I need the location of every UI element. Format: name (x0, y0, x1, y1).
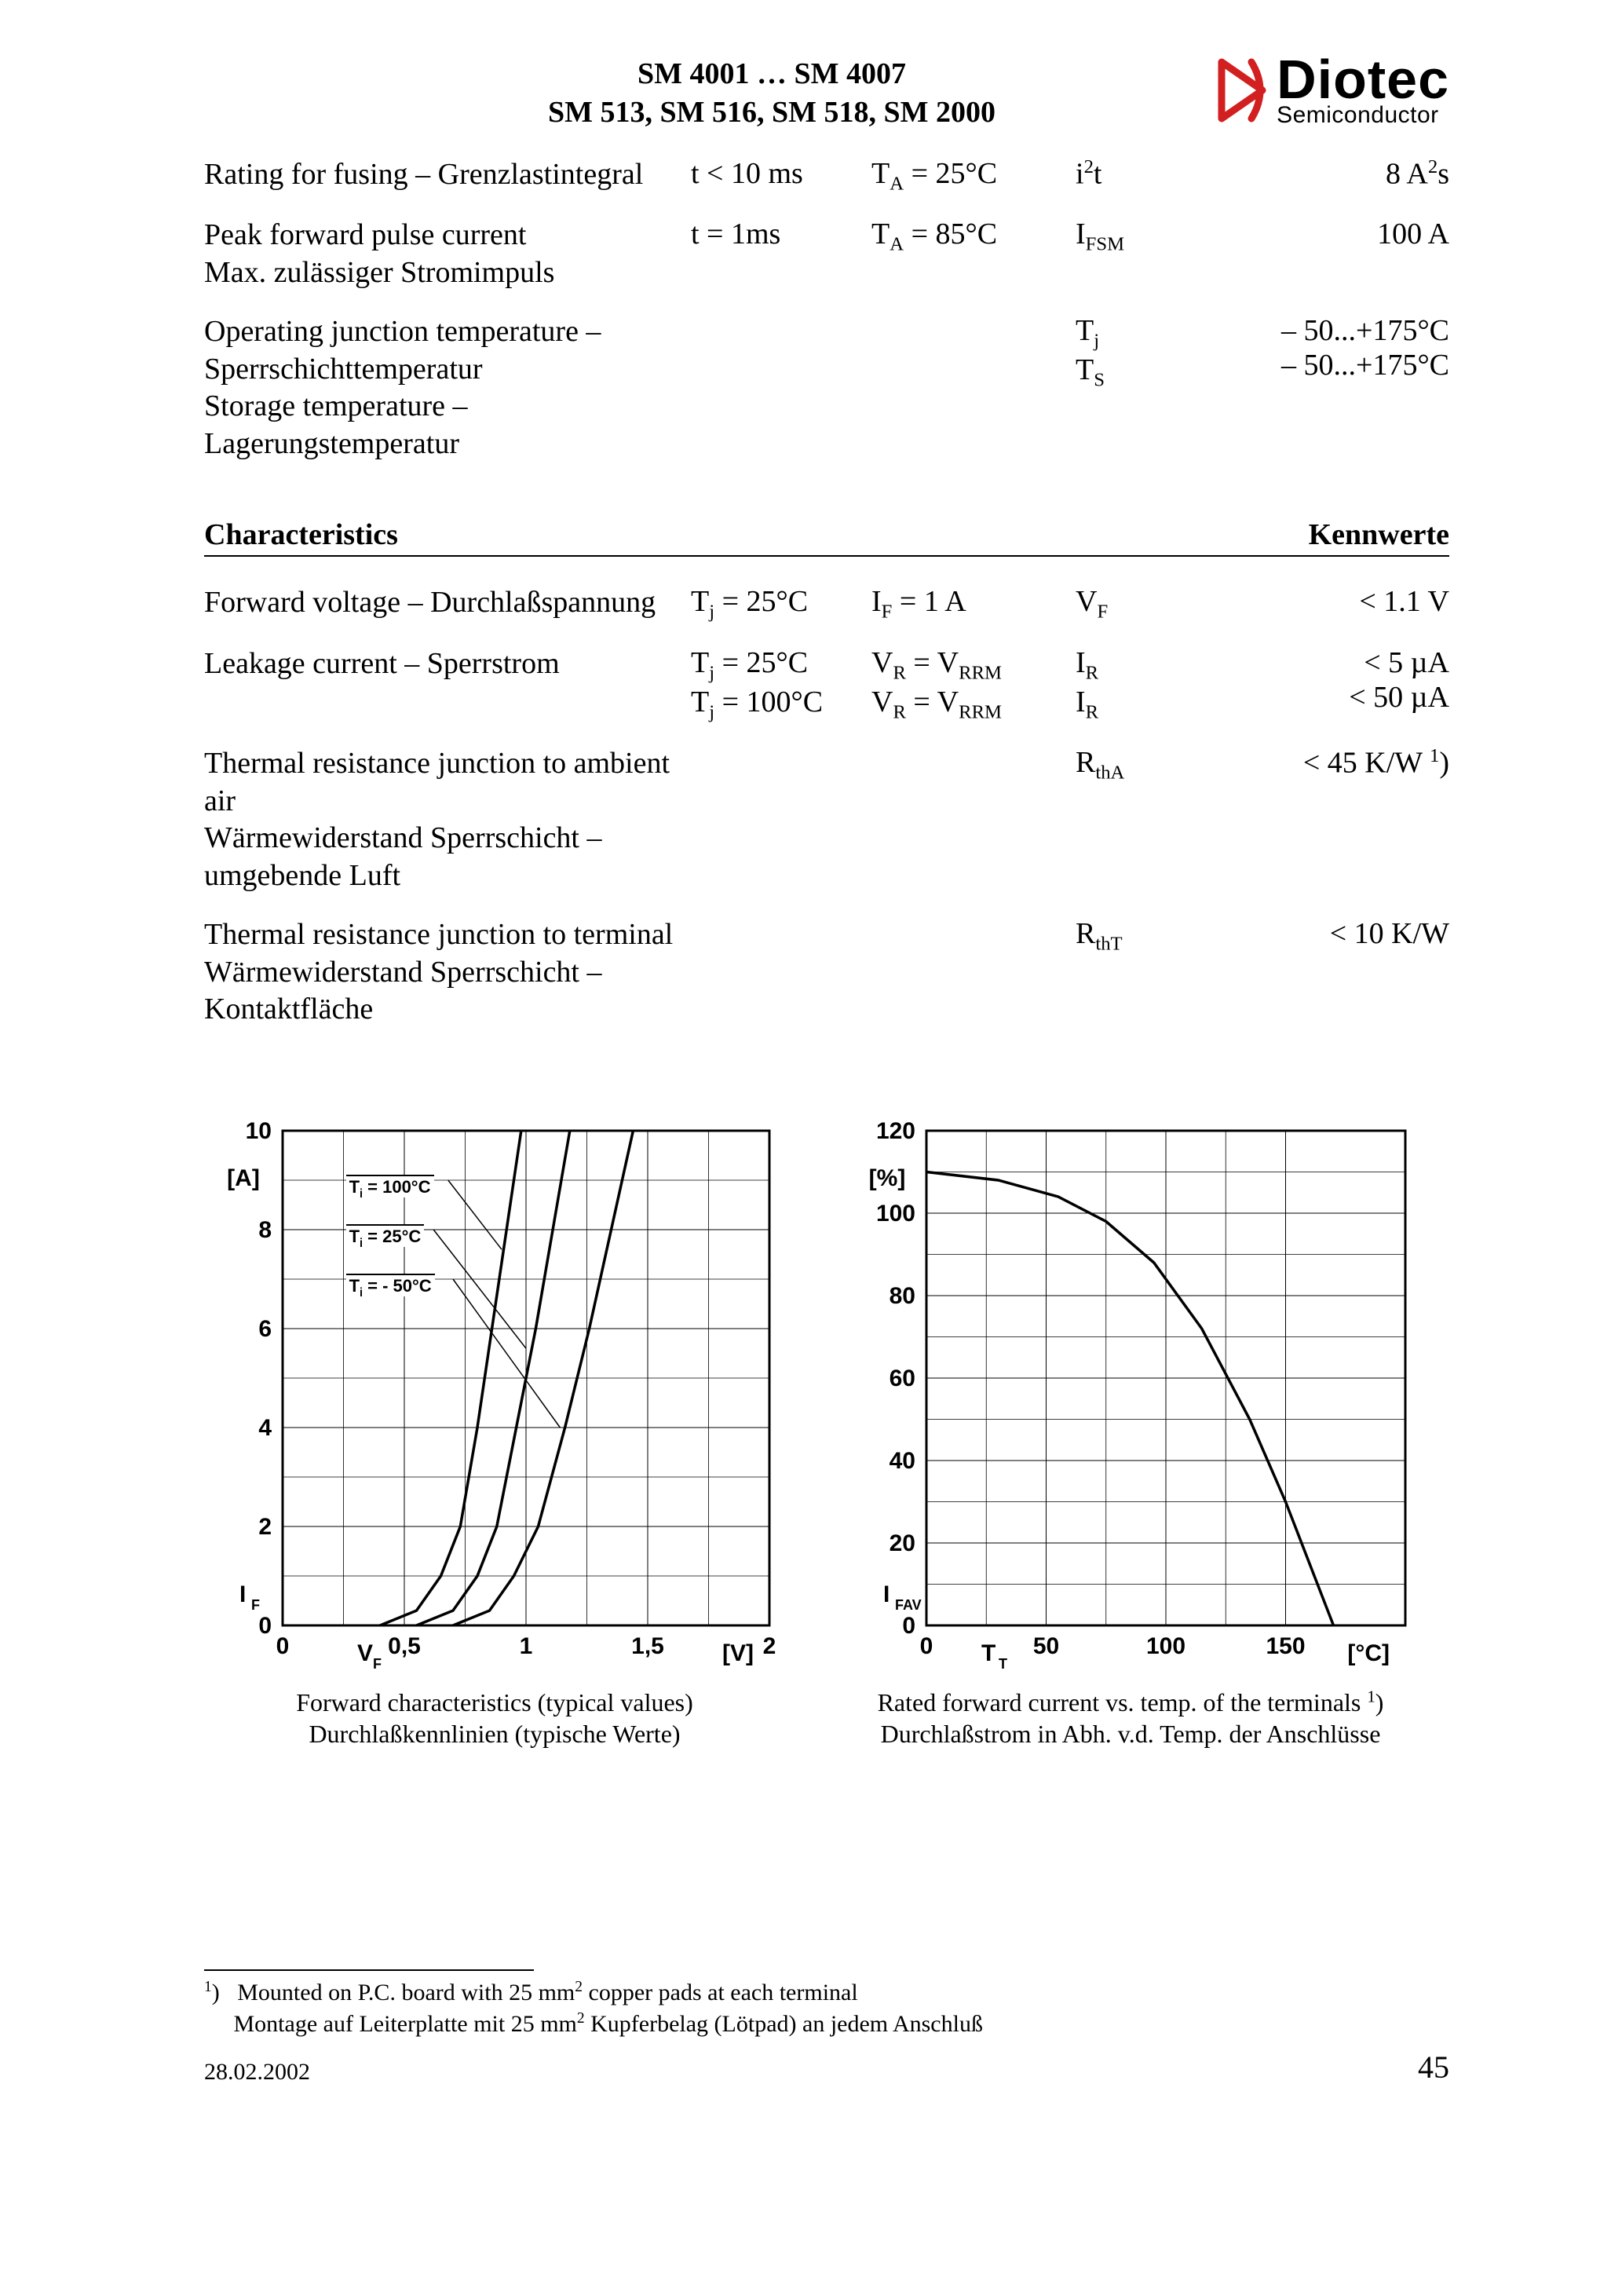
footnote: 1) Mounted on P.C. board with 25 mm2 cop… (204, 1977, 1449, 2041)
svg-text:F: F (251, 1597, 260, 1613)
title-line-1: SM 4001 … SM 4007 (330, 55, 1214, 93)
rated-current-vs-temp-chart: 0 50 100 150 0 20 40 60 80 100 120 [%] I FAV TT [°C] Ra… (840, 1115, 1421, 1749)
table-row: Peak forward pulse currentMax. zulässige… (204, 217, 1449, 291)
chart2-caption: Rated forward current vs. temp. of the t… (840, 1687, 1421, 1749)
svg-text:6: 6 (258, 1316, 272, 1342)
diotec-mark-icon (1214, 56, 1270, 125)
svg-text:0,5: 0,5 (388, 1633, 421, 1659)
svg-text:60: 60 (890, 1366, 915, 1391)
svg-text:I: I (239, 1581, 246, 1607)
svg-text:T: T (999, 1656, 1007, 1672)
svg-text:I: I (883, 1581, 890, 1607)
svg-text:V: V (357, 1640, 373, 1666)
page-header: SM 4001 … SM 4007 SM 513, SM 516, SM 518… (204, 55, 1449, 133)
svg-text:100: 100 (1146, 1633, 1185, 1659)
page-footer: 28.02.2002 45 (204, 2049, 1449, 2086)
svg-text:[%]: [%] (869, 1165, 906, 1191)
svg-text:[V]: [V] (722, 1640, 754, 1666)
svg-text:0: 0 (276, 1633, 290, 1659)
svg-text:150: 150 (1266, 1633, 1305, 1659)
svg-text:0: 0 (920, 1633, 933, 1659)
svg-text:[°C]: [°C] (1347, 1640, 1390, 1666)
section-heading: Characteristics Kennwerte (204, 517, 1449, 557)
svg-text:2: 2 (763, 1633, 776, 1659)
svg-text:8: 8 (258, 1217, 272, 1243)
footer-page: 45 (1418, 2049, 1449, 2086)
svg-text:2: 2 (258, 1514, 272, 1540)
characteristics-table: Forward voltage – DurchlaßspannungTj = 2… (204, 584, 1449, 1028)
svg-text:20: 20 (890, 1530, 915, 1556)
charts-row: 00,511,520246810[A]IFVF[V]Tj = 100°CTj =… (204, 1115, 1449, 1749)
header-titles: SM 4001 … SM 4007 SM 513, SM 516, SM 518… (204, 55, 1214, 133)
svg-text:F: F (373, 1656, 382, 1672)
svg-text:100: 100 (876, 1201, 915, 1227)
svg-text:0: 0 (258, 1613, 272, 1639)
svg-text:80: 80 (890, 1283, 915, 1309)
chart1-caption: Forward characteristics (typical values)… (204, 1687, 785, 1749)
table-row: Rating for fusing – Grenzlastintegralt <… (204, 156, 1449, 196)
forward-characteristics-chart: 00,511,520246810[A]IFVF[V]Tj = 100°CTj =… (204, 1115, 785, 1749)
svg-text:0: 0 (902, 1613, 915, 1639)
svg-text:10: 10 (246, 1118, 272, 1144)
chart1-svg: 00,511,520246810[A]IFVF[V]Tj = 100°CTj =… (204, 1115, 785, 1680)
svg-text:FAV: FAV (895, 1597, 922, 1613)
footer-date: 28.02.2002 (204, 2059, 310, 2086)
svg-text:T: T (981, 1640, 995, 1666)
logo-text: Diotec (1277, 55, 1449, 104)
table-row: Leakage current – SperrstromTj = 25°CTj … (204, 645, 1449, 723)
table-row: Thermal resistance junction to ambient a… (204, 745, 1449, 894)
title-line-2: SM 513, SM 516, SM 518, SM 2000 (330, 93, 1214, 132)
svg-text:1: 1 (520, 1633, 533, 1659)
chart2-svg: 0 50 100 150 0 20 40 60 80 100 120 [%] I FAV TT [°C] (840, 1115, 1421, 1680)
svg-text:4: 4 (258, 1415, 272, 1441)
ratings-table: Rating for fusing – Grenzlastintegralt <… (204, 156, 1449, 463)
svg-text:40: 40 (890, 1448, 915, 1474)
table-row: Thermal resistance junction to terminalW… (204, 916, 1449, 1029)
logo: Diotec Semiconductor (1214, 55, 1449, 126)
svg-text:[A]: [A] (227, 1165, 260, 1191)
section-right: Kennwerte (1309, 517, 1449, 552)
svg-text:120: 120 (876, 1118, 915, 1144)
section-left: Characteristics (204, 517, 398, 552)
table-row: Operating junction temperature – Sperrsc… (204, 313, 1449, 462)
table-row: Forward voltage – DurchlaßspannungTj = 2… (204, 584, 1449, 623)
svg-text:50: 50 (1033, 1633, 1059, 1659)
svg-text:1,5: 1,5 (631, 1633, 664, 1659)
footnote-rule (204, 1969, 534, 1971)
logo-subtext: Semiconductor (1277, 104, 1449, 126)
